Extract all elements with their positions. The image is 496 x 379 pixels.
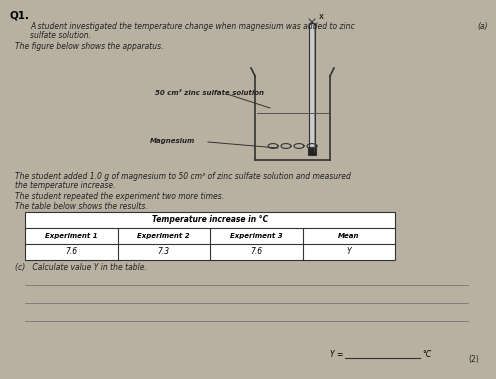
Text: (a): (a) [477, 22, 488, 31]
Text: 50 cm³ zinc sulfate solution: 50 cm³ zinc sulfate solution [155, 90, 264, 96]
Text: The figure below shows the apparatus.: The figure below shows the apparatus. [15, 42, 164, 51]
Text: Experiment 3: Experiment 3 [230, 233, 283, 239]
Text: The table below shows the results.: The table below shows the results. [15, 202, 148, 211]
Text: 7.6: 7.6 [250, 247, 262, 257]
Text: The student added 1.0 g of magnesium to 50 cm³ of zinc sulfate solution and meas: The student added 1.0 g of magnesium to … [15, 172, 351, 181]
Text: Magnesium: Magnesium [150, 138, 195, 144]
Text: °C: °C [422, 350, 431, 359]
Text: Mean: Mean [338, 233, 360, 239]
Text: sulfate solution.: sulfate solution. [30, 31, 91, 40]
Bar [309, 23, 315, 152]
Text: Temperature increase in °C: Temperature increase in °C [152, 216, 268, 224]
Text: (c)   Calculate value Y in the table.: (c) Calculate value Y in the table. [15, 263, 147, 272]
Text: the temperature increase.: the temperature increase. [15, 181, 116, 190]
Text: x: x [319, 12, 324, 21]
Bar [308, 147, 316, 155]
Text: Experiment 1: Experiment 1 [45, 233, 98, 239]
Text: Y: Y [346, 247, 351, 257]
Text: 7.6: 7.6 [65, 247, 77, 257]
Text: Q1.: Q1. [10, 10, 30, 20]
Bar [25, 212, 395, 260]
Text: A student investigated the temperature change when magnesium was added to zinc: A student investigated the temperature c… [30, 22, 355, 31]
Text: The student repeated the experiment two more times.: The student repeated the experiment two … [15, 192, 224, 201]
Text: 7.3: 7.3 [158, 247, 170, 257]
Text: Experiment 2: Experiment 2 [137, 233, 190, 239]
Text: Y =: Y = [330, 350, 343, 359]
Text: (2): (2) [468, 355, 479, 364]
